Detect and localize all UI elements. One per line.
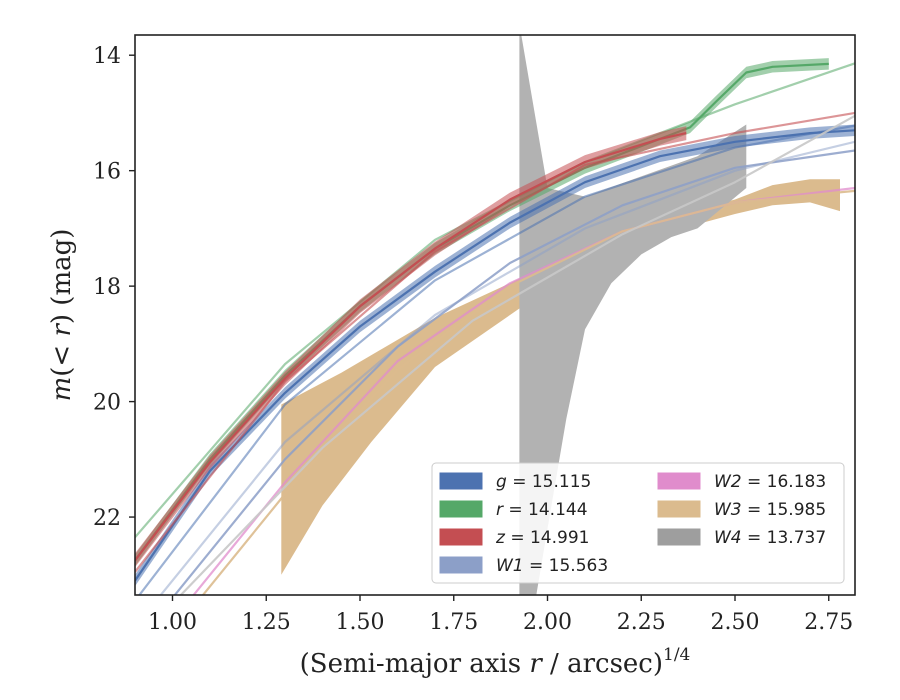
legend-label-g: g = 15.115 [496,472,591,492]
legend: g = 15.115 r = 14.144 z = 14.991 W1 = 15.56… [431,462,845,584]
lines-layer [135,58,855,595]
y-tick-label: 18 [93,275,121,300]
x-tick-label: 2.50 [711,610,760,635]
legend-swatch-w4 [657,528,701,546]
series-line-w1-model [159,140,855,595]
x-tick-label: 1.75 [429,610,478,635]
x-tick-label: 1.50 [336,610,385,635]
x-tick-label: 1.00 [148,610,197,635]
legend-swatch-z [439,528,483,546]
legend-swatch-r [439,500,483,518]
series-line-w4-model [179,114,855,595]
series-line-g-model [138,124,855,595]
legend-label-w1: W1 = 15.563 [496,556,608,576]
series-line-w1 [173,149,855,595]
legend-swatch-g [439,472,483,490]
legend-label-w3: W3 = 15.985 [714,500,826,520]
x-tick-label: 2.75 [804,610,853,635]
y-tick-label: 22 [93,506,121,531]
x-tick-label: 1.25 [242,610,291,635]
band-w4 [519,35,747,595]
y-tick-label: 14 [93,44,121,69]
y-axis-label: m(< r) (mag) [47,229,77,402]
legend-label-w4: W4 = 13.737 [714,528,826,548]
legend-label-w2: W2 = 16.183 [714,472,826,492]
x-tick-label: 2.00 [523,610,572,635]
y-ticks: 14 16 18 20 22 [93,44,135,531]
series-line-g [135,129,855,582]
legend-swatch-w1 [439,556,483,574]
legend-label-z: z = 14.991 [495,528,589,548]
x-axis-label: (Semi-major axis r / arcsec)1/4 [300,645,691,679]
legend-frame [431,462,845,584]
y-tick-label: 20 [93,391,121,416]
x-ticks: 1.00 1.25 1.50 1.75 2.00 2.25 2.50 2.75 [148,595,853,635]
series-line-z [135,132,687,562]
series-line-w3-model [201,189,855,595]
series-line-z-model [135,111,855,573]
legend-swatch-w3 [657,500,701,518]
legend-label-r: r = 14.144 [496,500,588,520]
plot-frame [134,34,856,596]
legend-swatch-w2 [657,472,701,490]
y-tick-label: 16 [93,160,121,185]
bands-layer [281,35,840,595]
x-tick-label: 2.25 [617,610,666,635]
